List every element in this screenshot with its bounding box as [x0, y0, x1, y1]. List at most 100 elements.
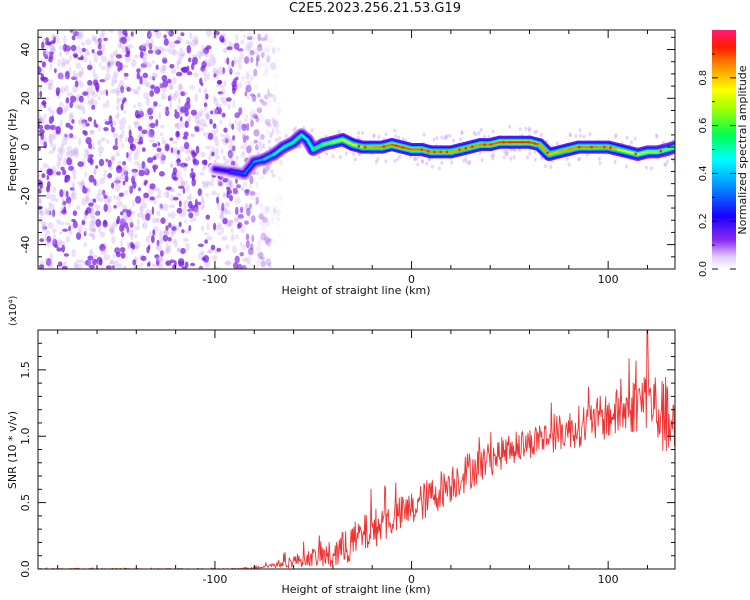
noise-dot [71, 30, 76, 36]
noise-dot [109, 53, 114, 59]
halo-dot [465, 160, 469, 164]
noise-dot [236, 123, 242, 132]
ridge-peak-dot [401, 146, 405, 149]
noise-dot [249, 141, 254, 149]
noise-dot [236, 184, 241, 189]
noise-dot [219, 119, 223, 125]
noise-dot [191, 39, 197, 47]
noise-dot [108, 30, 114, 33]
noise-dot [188, 212, 194, 219]
noise-dot [90, 228, 97, 232]
noise-dot [110, 155, 114, 161]
noise-dot [91, 35, 96, 41]
noise-dot [107, 195, 113, 203]
noise-dot [176, 247, 181, 253]
noise-dot [97, 226, 102, 233]
noise-dot [270, 213, 277, 221]
noise-dot [175, 170, 182, 178]
noise-dot [210, 244, 216, 251]
noise-dot [72, 220, 78, 229]
ridge-segment [272, 146, 285, 156]
noise-dot [103, 203, 108, 212]
y-tick-label: -20 [19, 187, 32, 205]
noise-dot [190, 168, 194, 172]
noise-dot [274, 59, 280, 64]
noise-dot [83, 242, 88, 247]
noise-dot [224, 158, 230, 166]
noise-dot [58, 51, 63, 58]
noise-dot [149, 196, 155, 201]
noise-dot [273, 120, 280, 129]
halo-dot [377, 134, 381, 139]
noise-dot [143, 78, 148, 85]
noise-dot [241, 123, 247, 132]
noise-dot [62, 74, 67, 81]
noise-dot [198, 265, 203, 269]
noise-dot [60, 206, 63, 211]
noise-dot [41, 223, 47, 232]
noise-dot [97, 145, 104, 154]
noise-dot [119, 89, 125, 94]
noise-dot [183, 91, 188, 96]
noise-dot [136, 218, 140, 226]
noise-dot [193, 207, 200, 216]
noise-dot [113, 177, 120, 186]
noise-dot [142, 221, 148, 230]
noise-dot [99, 44, 106, 53]
noise-dot [92, 254, 98, 258]
noise-dot [165, 186, 172, 191]
noise-dot [263, 206, 270, 212]
noise-dot [128, 184, 132, 191]
noise-dot [75, 259, 79, 268]
halo-dot [503, 149, 507, 154]
noise-dot [129, 222, 134, 228]
noise-dot [272, 174, 276, 179]
noise-dot [109, 228, 115, 234]
noise-dot [267, 37, 272, 44]
noise-dot [240, 226, 246, 234]
noise-dot [123, 190, 129, 196]
noise-dot [191, 151, 196, 159]
noise-dot [42, 117, 46, 125]
noise-dot [69, 30, 74, 33]
ridge-peak-dot [508, 140, 512, 144]
noise-dot [211, 151, 215, 157]
noise-dot [63, 261, 67, 266]
noise-dot [190, 133, 195, 137]
noise-dot [107, 172, 113, 179]
noise-dot [118, 192, 124, 197]
noise-dot [162, 80, 169, 88]
noise-dot [140, 262, 143, 267]
noise-dot [198, 87, 202, 93]
noise-dot [260, 232, 267, 241]
noise-dot [176, 104, 181, 111]
halo-dot [505, 151, 509, 156]
colorbar-tick-label: 0.6 [698, 118, 709, 134]
noise-dot [139, 76, 143, 84]
noise-dot [245, 114, 249, 118]
noise-dot [222, 178, 229, 183]
noise-dot [150, 84, 155, 89]
noise-dot [111, 126, 115, 133]
noise-dot [48, 78, 54, 86]
noise-dot [224, 134, 231, 142]
noise-dot [105, 72, 111, 81]
noise-dot [142, 58, 146, 63]
noise-dot [255, 196, 259, 205]
noise-dot [38, 264, 45, 269]
noise-dot [269, 131, 273, 139]
noise-dot [99, 177, 106, 185]
noise-dot [217, 181, 223, 187]
noise-dot [186, 39, 189, 45]
noise-dot [151, 206, 155, 215]
noise-dot [243, 34, 246, 38]
noise-dot [72, 148, 77, 155]
noise-dot [183, 166, 187, 172]
noise-dot [261, 216, 268, 223]
noise-dot [159, 235, 163, 243]
noise-dot [138, 45, 146, 51]
noise-dot [168, 48, 172, 55]
noise-dot [276, 47, 281, 52]
noise-dot [122, 180, 126, 186]
ridge-segment [253, 158, 266, 163]
